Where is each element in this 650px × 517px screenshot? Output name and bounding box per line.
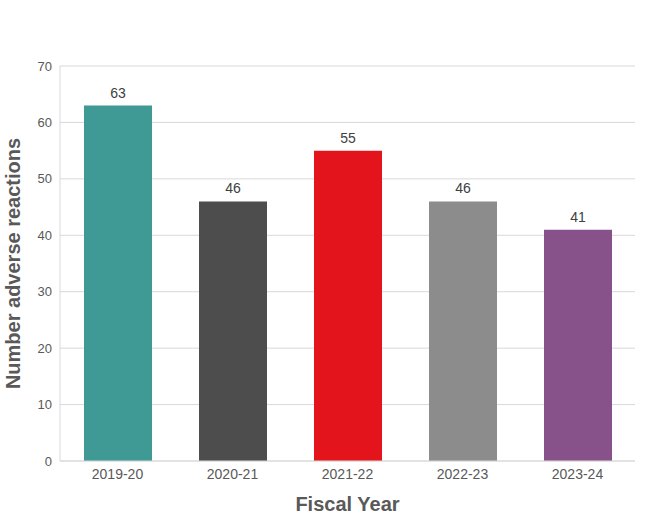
svg-text:0: 0 [45, 454, 52, 469]
svg-text:2022-23: 2022-23 [437, 466, 489, 482]
svg-text:60: 60 [38, 115, 52, 130]
svg-text:2020-21: 2020-21 [207, 466, 259, 482]
svg-text:2023-24: 2023-24 [552, 466, 604, 482]
svg-text:70: 70 [38, 59, 52, 74]
svg-text:41: 41 [570, 209, 586, 225]
svg-text:Fiscal Year: Fiscal Year [295, 493, 399, 515]
svg-text:46: 46 [225, 180, 241, 196]
svg-text:2019-20: 2019-20 [92, 466, 144, 482]
svg-text:Number adverse reactions: Number adverse reactions [8, 138, 24, 389]
svg-text:55: 55 [340, 130, 356, 146]
svg-text:40: 40 [38, 228, 52, 243]
svg-text:10: 10 [38, 397, 52, 412]
svg-text:46: 46 [455, 180, 471, 196]
svg-text:30: 30 [38, 284, 52, 299]
svg-text:2021-22: 2021-22 [322, 466, 374, 482]
svg-text:50: 50 [38, 171, 52, 186]
svg-text:63: 63 [110, 85, 126, 101]
svg-text:20: 20 [38, 341, 52, 356]
